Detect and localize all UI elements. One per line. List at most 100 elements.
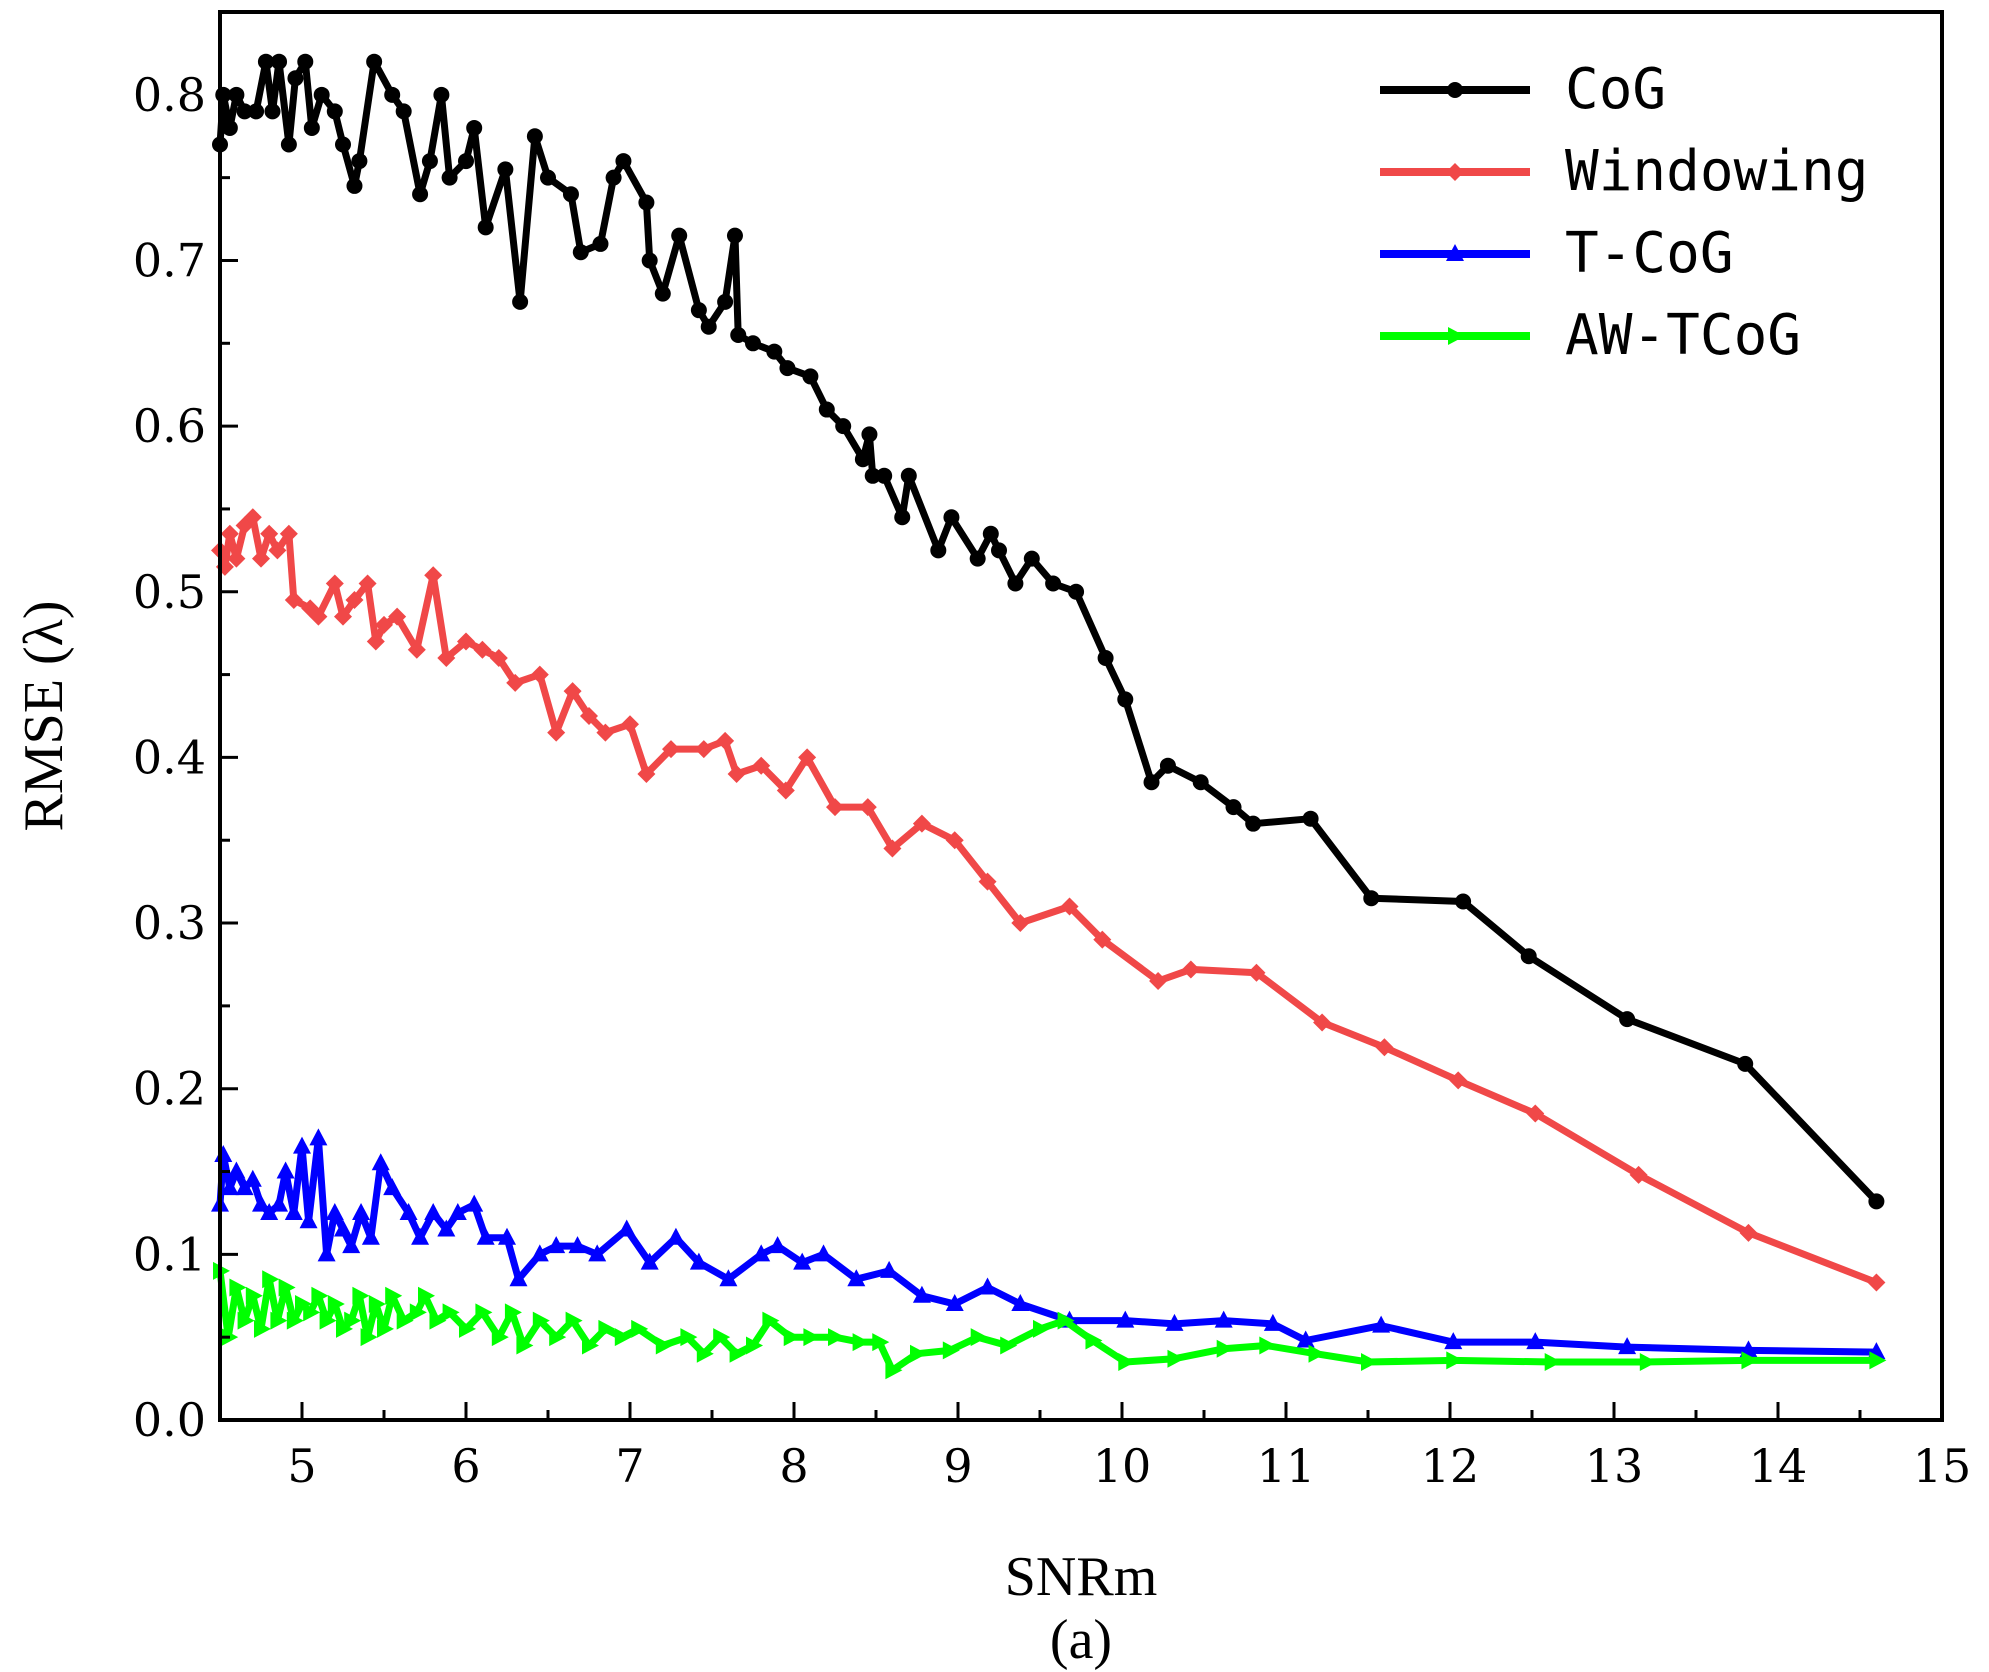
y-tick-label: 0.3 bbox=[133, 896, 206, 950]
data-point-windowing-51 bbox=[1181, 960, 1200, 979]
data-point-t-cog-54 bbox=[1263, 1313, 1282, 1331]
data-point-t-cog-51 bbox=[1116, 1310, 1135, 1328]
data-point-cog-2 bbox=[221, 119, 238, 136]
data-point-cog-64 bbox=[1023, 550, 1040, 567]
data-point-cog-9 bbox=[280, 136, 297, 153]
legend-label-aw-tcog: AW-TCoG bbox=[1565, 303, 1801, 368]
y-tick-label: 0.5 bbox=[133, 565, 206, 619]
data-point-cog-35 bbox=[605, 169, 622, 186]
data-point-windowing-26 bbox=[506, 673, 525, 692]
data-point-aw-tcog-23 bbox=[409, 1303, 427, 1322]
data-point-aw-tcog-16 bbox=[344, 1311, 362, 1330]
data-point-cog-48 bbox=[779, 360, 796, 377]
data-point-cog-41 bbox=[690, 302, 707, 319]
data-point-t-cog-19 bbox=[361, 1227, 380, 1245]
legend-marker-windowing bbox=[1446, 163, 1464, 181]
data-point-t-cog-1 bbox=[214, 1144, 233, 1162]
data-point-windowing-37 bbox=[727, 764, 746, 783]
data-point-t-cog-42 bbox=[793, 1252, 812, 1270]
data-point-t-cog-16 bbox=[334, 1219, 352, 1237]
data-point-cog-26 bbox=[466, 119, 483, 136]
data-point-cog-11 bbox=[297, 53, 314, 70]
data-point-t-cog-24 bbox=[424, 1202, 443, 1220]
data-point-cog-21 bbox=[412, 186, 429, 203]
data-point-cog-42 bbox=[700, 318, 717, 335]
data-point-aw-tcog-30 bbox=[504, 1303, 522, 1322]
data-point-aw-tcog-4 bbox=[245, 1286, 263, 1305]
data-point-cog-60 bbox=[969, 550, 986, 567]
legend-marker-t-cog bbox=[1446, 244, 1464, 261]
data-point-t-cog-3 bbox=[227, 1161, 246, 1179]
series-aw-tcog bbox=[213, 1261, 1887, 1380]
x-tick-label: 15 bbox=[1913, 1439, 1972, 1493]
data-point-aw-tcog-55 bbox=[1000, 1336, 1018, 1355]
data-point-windowing-42 bbox=[858, 798, 877, 817]
legend-label-cog: CoG bbox=[1565, 57, 1666, 122]
data-point-aw-tcog-2 bbox=[229, 1278, 247, 1297]
data-point-aw-tcog-29 bbox=[491, 1328, 509, 1347]
data-point-t-cog-17 bbox=[342, 1236, 361, 1254]
data-point-cog-71 bbox=[1192, 774, 1209, 791]
data-point-aw-tcog-24 bbox=[418, 1286, 435, 1305]
data-point-cog-61 bbox=[982, 525, 999, 542]
data-point-windowing-44 bbox=[912, 814, 931, 833]
data-point-cog-34 bbox=[592, 235, 609, 252]
data-point-cog-43 bbox=[717, 293, 734, 310]
data-point-t-cog-59 bbox=[1618, 1337, 1637, 1355]
y-tick-label: 0.0 bbox=[133, 1393, 206, 1447]
data-point-windowing-6 bbox=[252, 549, 270, 568]
series-layer bbox=[211, 53, 1887, 1380]
data-point-t-cog-44 bbox=[847, 1269, 866, 1287]
data-point-windowing-59 bbox=[1867, 1273, 1886, 1292]
data-point-t-cog-58 bbox=[1526, 1332, 1545, 1350]
data-point-cog-51 bbox=[835, 418, 852, 435]
data-point-windowing-27 bbox=[530, 665, 549, 684]
y-tick-label: 0.6 bbox=[133, 399, 206, 453]
data-point-cog-46 bbox=[745, 335, 761, 352]
data-point-t-cog-25 bbox=[437, 1219, 456, 1237]
data-point-aw-tcog-62 bbox=[1259, 1336, 1277, 1355]
data-point-windowing-48 bbox=[1060, 897, 1079, 916]
data-point-cog-22 bbox=[421, 153, 438, 170]
data-point-windowing-49 bbox=[1093, 930, 1112, 949]
data-point-cog-30 bbox=[526, 128, 543, 145]
data-point-t-cog-49 bbox=[1011, 1294, 1030, 1312]
data-point-t-cog-47 bbox=[945, 1294, 964, 1312]
data-point-t-cog-20 bbox=[371, 1153, 390, 1171]
data-point-cog-67 bbox=[1097, 650, 1114, 667]
x-tick-label: 12 bbox=[1421, 1439, 1480, 1493]
data-point-t-cog-35 bbox=[617, 1219, 636, 1237]
data-point-aw-tcog-59 bbox=[1118, 1353, 1136, 1372]
data-point-aw-tcog-51 bbox=[885, 1361, 903, 1380]
data-point-aw-tcog-33 bbox=[549, 1328, 567, 1347]
data-point-aw-tcog-19 bbox=[368, 1295, 386, 1314]
data-point-cog-57 bbox=[900, 467, 917, 484]
series-t-cog bbox=[211, 1128, 1886, 1360]
data-point-windowing-10 bbox=[284, 591, 303, 610]
data-point-t-cog-15 bbox=[325, 1202, 344, 1220]
data-point-t-cog-26 bbox=[448, 1202, 467, 1220]
data-point-cog-37 bbox=[638, 194, 655, 211]
data-point-t-cog-10 bbox=[284, 1202, 303, 1220]
data-point-cog-10 bbox=[287, 70, 304, 87]
data-point-aw-tcog-14 bbox=[327, 1295, 345, 1314]
data-point-aw-tcog-45 bbox=[762, 1311, 780, 1330]
data-point-windowing-14 bbox=[334, 607, 352, 626]
data-point-aw-tcog-8 bbox=[278, 1278, 296, 1297]
legend-marker-cog bbox=[1447, 82, 1463, 98]
data-point-windowing-7 bbox=[260, 524, 279, 543]
data-point-aw-tcog-52 bbox=[910, 1344, 927, 1363]
data-point-windowing-32 bbox=[621, 715, 639, 734]
data-point-windowing-22 bbox=[437, 649, 456, 668]
data-point-cog-33 bbox=[572, 244, 589, 261]
data-point-windowing-46 bbox=[978, 872, 997, 891]
data-point-t-cog-8 bbox=[270, 1194, 289, 1212]
data-point-cog-54 bbox=[864, 467, 881, 484]
data-point-cog-5 bbox=[248, 103, 265, 120]
data-point-aw-tcog-17 bbox=[352, 1286, 370, 1305]
legend-item-cog: CoG bbox=[1380, 57, 1666, 122]
data-point-t-cog-52 bbox=[1165, 1313, 1184, 1331]
data-point-cog-74 bbox=[1302, 810, 1319, 827]
data-point-aw-tcog-20 bbox=[377, 1319, 394, 1338]
